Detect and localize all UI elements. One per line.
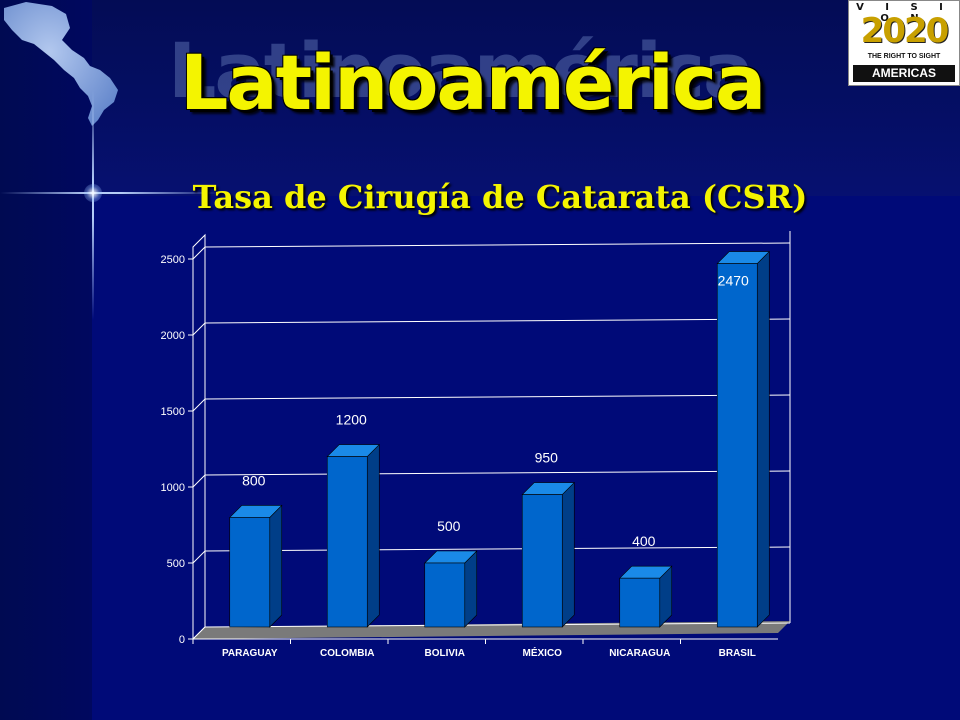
bar-front (229, 517, 271, 628)
light-streak-horizontal (0, 192, 220, 194)
x-tick-label: BRASIL (719, 648, 756, 659)
bar-side (366, 443, 380, 628)
bars (229, 250, 770, 628)
bar-front (326, 456, 368, 628)
gridline (204, 622, 791, 628)
gridline-diagonal (192, 398, 206, 412)
data-label: 400 (632, 533, 656, 549)
gridline (204, 546, 791, 552)
side-wall (192, 233, 206, 641)
gridline-diagonal (192, 246, 206, 260)
gridline-diagonal (192, 550, 206, 564)
bar (716, 250, 770, 628)
light-flare (84, 184, 102, 202)
gridline-diagonal (192, 474, 206, 488)
gridline (204, 318, 791, 324)
left-panel (0, 0, 92, 720)
bar-side (756, 250, 770, 628)
gridline-diagonal (192, 322, 206, 336)
x-tick-label: NICARAGUA (609, 648, 670, 659)
bar-side (464, 550, 478, 628)
y-tick-label: 2500 (161, 254, 185, 266)
data-labels: 800 1200 500 950 400 2470 (242, 273, 749, 550)
y-tick-label: 500 (167, 558, 185, 570)
gridline (204, 394, 791, 400)
bar (521, 481, 575, 628)
chart-title: Tasa de Cirugía de Catarata (CSR) (192, 178, 808, 216)
x-tick-label: COLOMBIA (320, 648, 374, 659)
bar-front (424, 562, 466, 628)
logo-tagline: THE RIGHT TO SIGHT (867, 53, 941, 60)
data-label: 1200 (336, 412, 367, 428)
gridline (204, 470, 791, 476)
page-title: Latinoamérica (180, 38, 766, 127)
bar-front (716, 263, 758, 628)
gridline-diagonal (192, 626, 206, 640)
bar (619, 565, 673, 628)
x-tick-label: MÉXICO (523, 646, 563, 659)
bar-front (619, 577, 661, 628)
y-tick-label: 1500 (161, 406, 185, 418)
data-label: 950 (535, 450, 559, 466)
back-wall (205, 223, 790, 627)
y-tick-label: 0 (179, 634, 185, 646)
x-axis-labels: PARAGUAY COLOMBIA BOLIVIA MÉXICO NICARAGUA BR… (192, 638, 778, 659)
data-label: 800 (242, 472, 266, 488)
data-label: 500 (437, 518, 461, 534)
gridline (204, 242, 791, 248)
title-shadow: Latinoamérica (168, 26, 754, 115)
vision-2020-logo: V I S I O N 2020 THE RIGHT TO SIGHT AMER… (848, 0, 960, 86)
y-axis-ticks: 0 500 1000 1500 2000 2500 (161, 254, 185, 646)
bar-side (561, 481, 575, 628)
y-tick-label: 1000 (161, 482, 185, 494)
logo-word: V I S I O N (856, 2, 952, 24)
header-band (92, 0, 960, 196)
plot-area (192, 223, 791, 641)
gridlines (188, 242, 791, 640)
x-tick-label: BOLIVIA (424, 648, 465, 659)
data-label: 2470 (718, 273, 749, 289)
y-tick-label: 2000 (161, 330, 185, 342)
bar (424, 550, 478, 628)
bar-front (521, 494, 563, 628)
globe-americas-icon (4, 2, 118, 126)
logo-region: AMERICAS (853, 65, 955, 82)
x-tick-label: PARAGUAY (222, 648, 278, 659)
logo-number: 2020 (860, 11, 950, 51)
bar (229, 504, 283, 628)
bar-side (269, 504, 283, 628)
light-streak-vertical (92, 90, 94, 320)
bar (326, 443, 380, 628)
